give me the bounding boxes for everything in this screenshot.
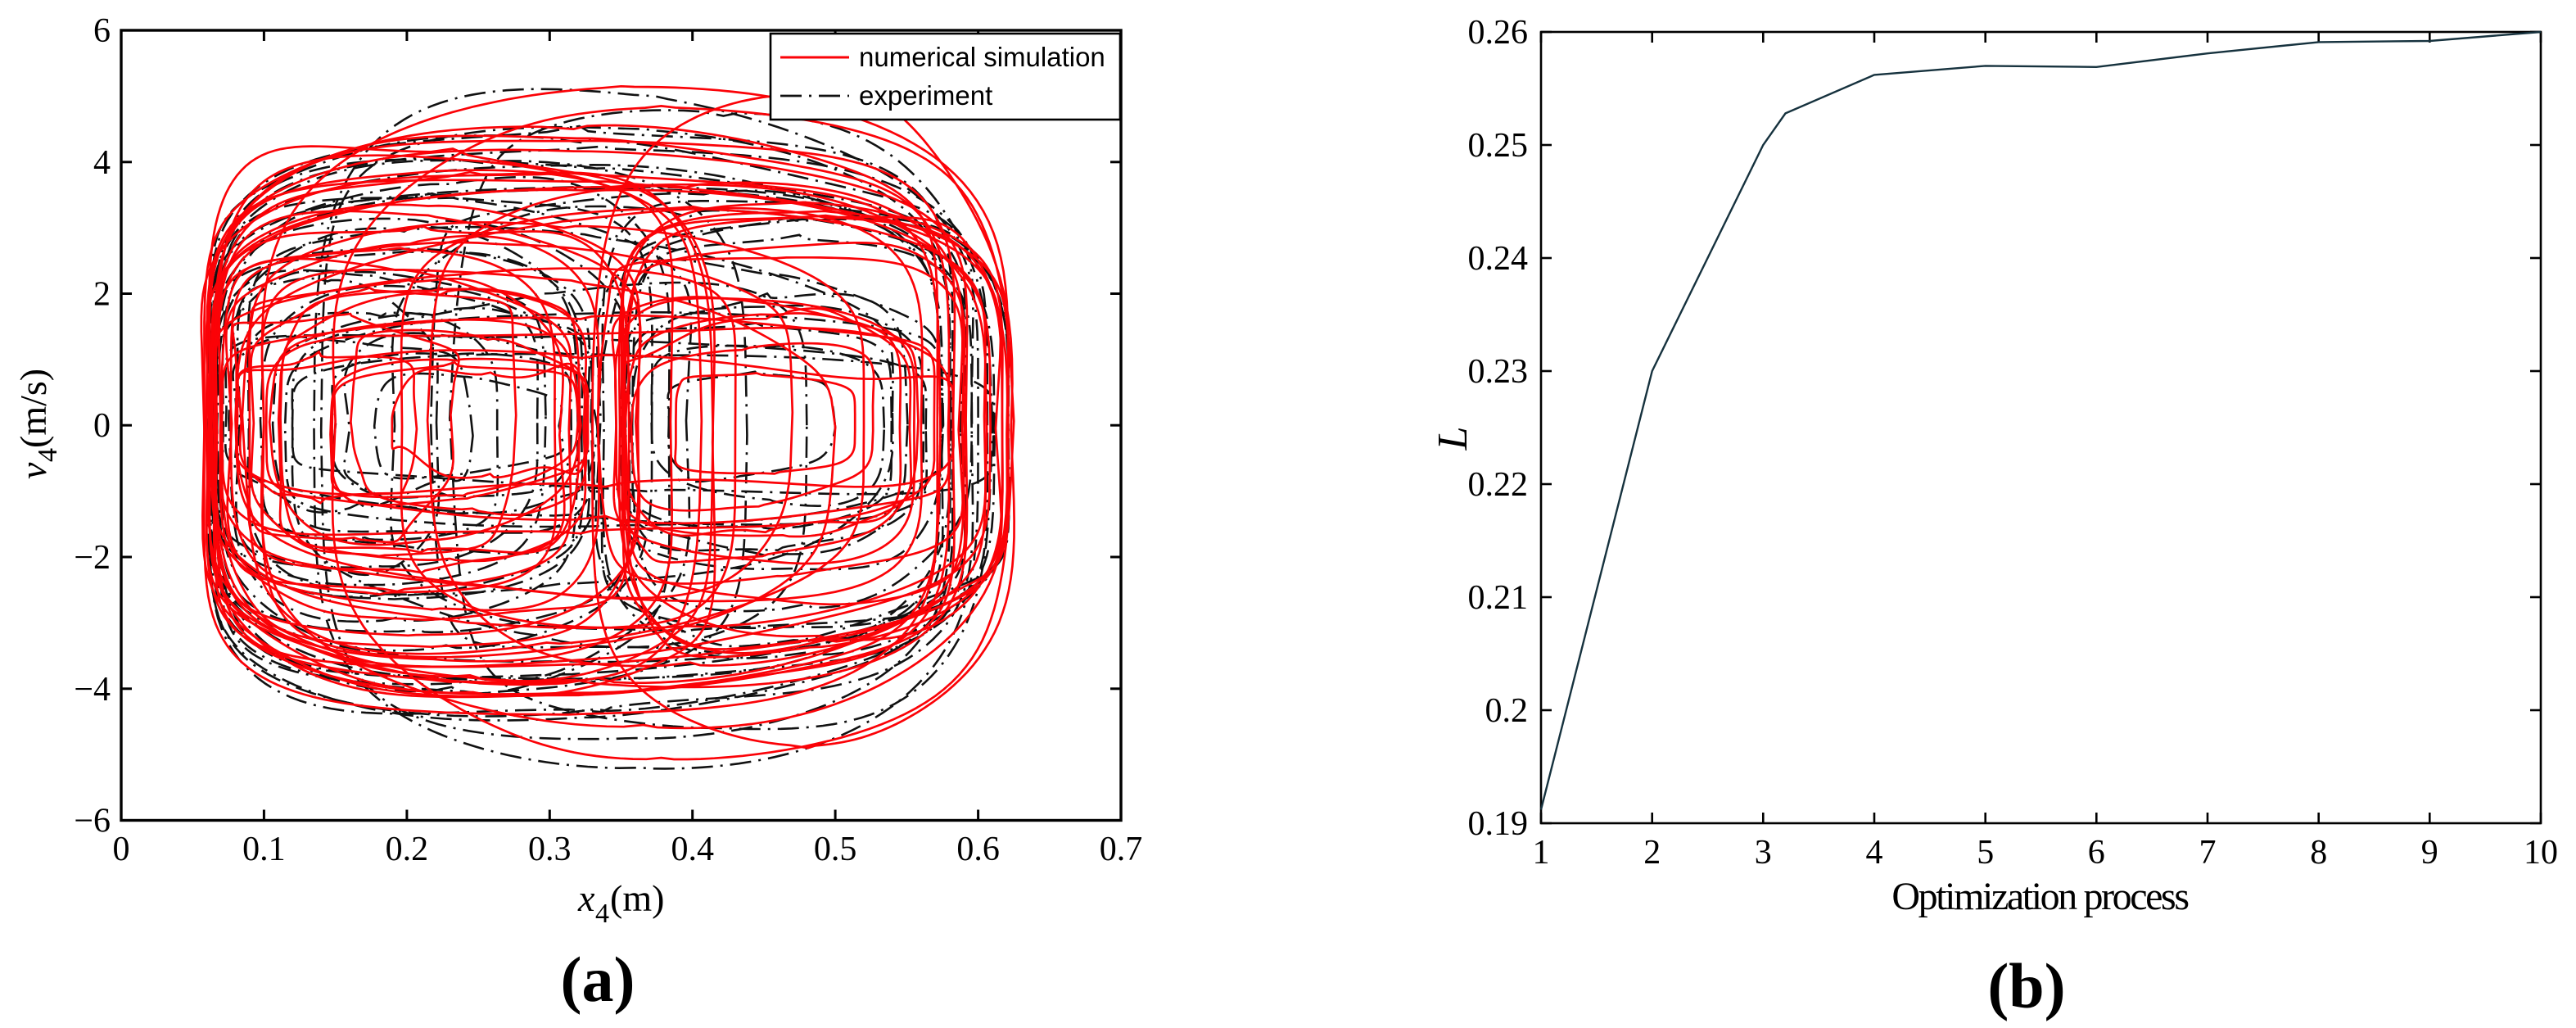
svg-text:0.19: 0.19 [1468,805,1529,843]
svg-text:8: 8 [2310,834,2327,872]
svg-text:x: x [577,877,595,919]
svg-text:7: 7 [2199,834,2217,872]
svg-text:0.1: 0.1 [242,831,286,868]
svg-text:2: 2 [93,276,111,314]
svg-text:(m): (m) [610,877,664,919]
svg-text:0.26: 0.26 [1468,14,1529,52]
svg-text:9: 9 [2421,834,2438,872]
svg-text:experiment: experiment [859,80,992,111]
svg-text:0.2: 0.2 [1485,692,1529,730]
svg-text:2: 2 [1643,834,1661,872]
svg-text:10: 10 [2524,834,2558,872]
svg-text:numerical simulation: numerical simulation [859,42,1105,72]
svg-text:0.4: 0.4 [671,831,714,868]
svg-text:0.7: 0.7 [1100,831,1143,868]
svg-text:(a): (a) [561,944,635,1015]
svg-text:5: 5 [1977,834,1994,872]
svg-text:−4: −4 [74,671,111,709]
svg-text:0.23: 0.23 [1468,353,1529,391]
svg-text:v: v [12,462,54,479]
svg-text:(b): (b) [1987,950,2065,1021]
svg-text:4: 4 [33,448,63,462]
svg-text:4: 4 [93,144,111,182]
svg-text:6: 6 [93,12,111,50]
svg-text:0.5: 0.5 [814,831,857,868]
svg-text:0.3: 0.3 [528,831,572,868]
svg-text:3: 3 [1755,834,1772,872]
svg-text:(m/s): (m/s) [12,369,54,448]
svg-text:0.24: 0.24 [1468,240,1529,278]
svg-text:6: 6 [2088,834,2105,872]
svg-text:Optimization process: Optimization process [1891,875,2188,918]
svg-text:0.22: 0.22 [1468,466,1529,504]
svg-text:−2: −2 [74,539,111,577]
svg-text:0: 0 [113,831,130,868]
svg-text:0.25: 0.25 [1468,127,1529,165]
svg-text:0.2: 0.2 [386,831,429,868]
svg-text:4: 4 [1866,834,1883,872]
svg-text:L: L [1430,427,1476,451]
svg-text:0: 0 [93,407,111,445]
svg-text:4: 4 [595,899,609,929]
svg-text:0.21: 0.21 [1468,579,1529,617]
svg-text:1: 1 [1533,834,1550,872]
svg-text:0.6: 0.6 [956,831,1000,868]
svg-text:−6: −6 [74,803,111,840]
